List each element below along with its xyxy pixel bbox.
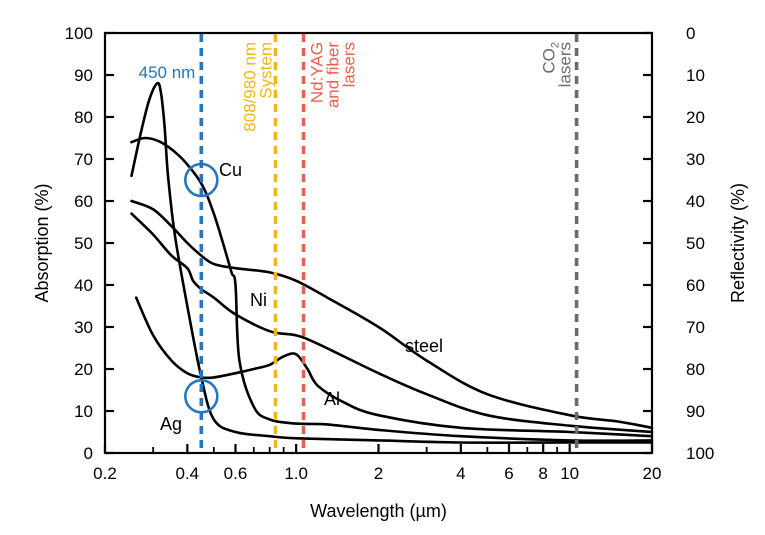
y-tick-label-right: 50 xyxy=(686,234,705,253)
y-tick-label-right: 10 xyxy=(686,66,705,85)
y-tick-label-left: 100 xyxy=(65,24,93,43)
x-tick-label: 4 xyxy=(456,464,465,483)
y-axis-label-right: Reflectivity (%) xyxy=(728,183,748,303)
marker-label-ndyag: and fiber xyxy=(324,42,343,108)
y-tick-label-right: 0 xyxy=(686,24,695,43)
series-label-cu: Cu xyxy=(219,160,242,180)
x-tick-label: 6 xyxy=(504,464,513,483)
y-tick-label-left: 70 xyxy=(74,150,93,169)
x-tick-label: 2 xyxy=(374,464,383,483)
y-axis-label-left: Absorption (%) xyxy=(32,183,52,302)
x-tick-label: 8 xyxy=(538,464,547,483)
y-tick-label-right: 60 xyxy=(686,276,705,295)
marker-label-450nm: 450 nm xyxy=(139,63,196,82)
series-cu-line xyxy=(130,136,654,443)
x-tick-label: 0.6 xyxy=(224,464,248,483)
series-al-line xyxy=(134,296,654,438)
cu-circle xyxy=(184,162,219,198)
series-label-ag: Ag xyxy=(160,414,182,434)
y-tick-label-left: 10 xyxy=(74,402,93,421)
y-tick-label-left: 30 xyxy=(74,318,93,337)
series-label-ni: Ni xyxy=(250,290,267,310)
x-tick-label: 20 xyxy=(643,464,662,483)
y-tick-label-left: 90 xyxy=(74,66,93,85)
marker-label-co2: lasers xyxy=(556,42,575,87)
x-tick-label: 0.2 xyxy=(93,464,117,483)
x-tick-label: 0.4 xyxy=(176,464,200,483)
y-tick-label-right: 70 xyxy=(686,318,705,337)
series-label-steel: steel xyxy=(405,336,443,356)
y-tick-label-right: 20 xyxy=(686,108,705,127)
marker-label-ndyag: Nd:YAG xyxy=(308,42,327,103)
y-tick-label-left: 0 xyxy=(84,444,93,463)
marker-label-808-980nm: System xyxy=(256,42,275,99)
x-tick-label: 10 xyxy=(560,464,579,483)
y-tick-label-right: 100 xyxy=(686,444,714,463)
y-tick-label-right: 90 xyxy=(686,402,705,421)
x-axis-label: Wavelength (µm) xyxy=(310,501,447,521)
marker-label-subscript: 2 xyxy=(550,42,562,48)
y-tick-label-left: 60 xyxy=(74,192,93,211)
y-tick-label-left: 80 xyxy=(74,108,93,127)
marker-label-co2: CO2 xyxy=(540,42,562,74)
marker-label-ndyag: lasers xyxy=(340,42,359,87)
y-tick-label-left: 50 xyxy=(74,234,93,253)
series-ni-line xyxy=(130,212,654,434)
y-tick-label-right: 30 xyxy=(686,150,705,169)
y-tick-label-right: 80 xyxy=(686,360,705,379)
series-label-al: Al xyxy=(324,389,340,409)
marker-label-808-980nm: 808/980 nm xyxy=(240,42,259,132)
x-tick-label: 1.0 xyxy=(284,464,308,483)
y-tick-label-left: 20 xyxy=(74,360,93,379)
series-steel-line xyxy=(130,199,654,430)
y-tick-label-left: 40 xyxy=(74,276,93,295)
ag-circle xyxy=(184,378,219,414)
y-tick-label-right: 40 xyxy=(686,192,705,211)
